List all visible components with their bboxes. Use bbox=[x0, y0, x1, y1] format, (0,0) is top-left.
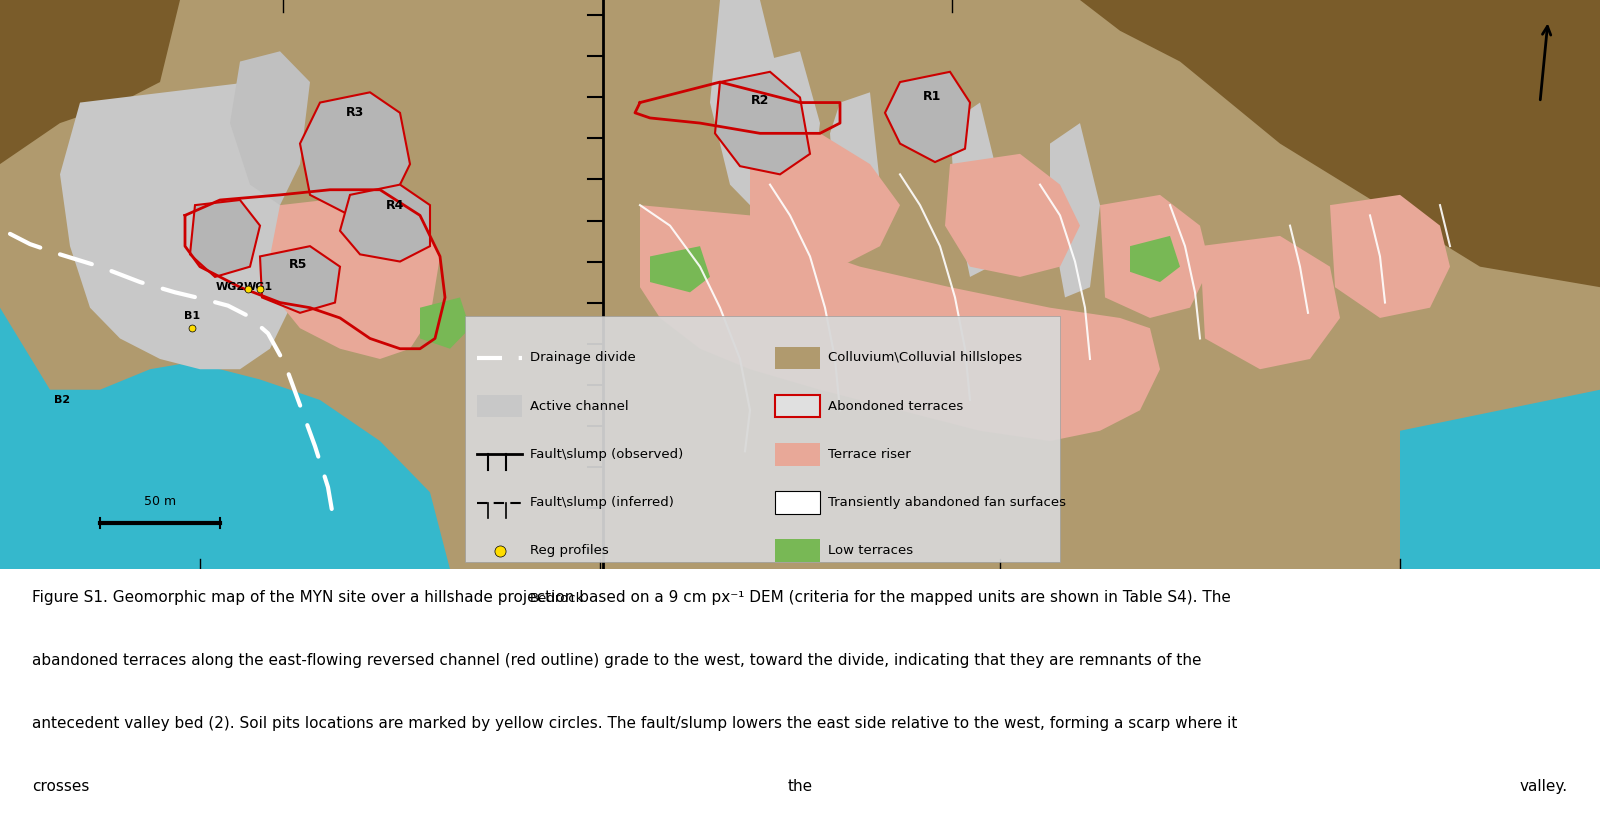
Bar bbox=[774, 443, 819, 465]
Text: Bedrock: Bedrock bbox=[530, 593, 584, 606]
Polygon shape bbox=[259, 246, 339, 312]
Text: abandoned terraces along the east-flowing reversed channel (red outline) grade t: abandoned terraces along the east-flowin… bbox=[32, 653, 1202, 668]
Text: R4: R4 bbox=[386, 199, 405, 212]
Text: Figure S1. Geomorphic map of the MYN site over a hillshade projection based on a: Figure S1. Geomorphic map of the MYN sit… bbox=[32, 590, 1230, 605]
Polygon shape bbox=[715, 71, 810, 175]
Bar bbox=[477, 588, 522, 610]
Text: R3: R3 bbox=[346, 106, 365, 120]
Polygon shape bbox=[1080, 0, 1600, 288]
Text: Terrace riser: Terrace riser bbox=[829, 448, 910, 461]
Polygon shape bbox=[946, 154, 1080, 277]
Polygon shape bbox=[0, 0, 61, 52]
Polygon shape bbox=[190, 200, 259, 277]
Polygon shape bbox=[270, 195, 440, 359]
Polygon shape bbox=[301, 92, 410, 215]
Text: 50 m: 50 m bbox=[144, 494, 176, 508]
Text: R2: R2 bbox=[750, 94, 770, 107]
Polygon shape bbox=[755, 52, 819, 226]
Bar bbox=[466, 316, 1059, 562]
Text: valley.: valley. bbox=[1520, 779, 1568, 794]
Text: B1: B1 bbox=[184, 311, 200, 321]
Text: R5: R5 bbox=[290, 258, 307, 271]
Text: Colluvium\Colluvial hillslopes: Colluvium\Colluvial hillslopes bbox=[829, 352, 1022, 365]
Polygon shape bbox=[1330, 195, 1450, 318]
Text: WG1: WG1 bbox=[243, 283, 272, 293]
Text: antecedent valley bed (2). Soil pits locations are marked by yellow circles. The: antecedent valley bed (2). Soil pits loc… bbox=[32, 715, 1237, 730]
Polygon shape bbox=[1101, 195, 1210, 318]
Bar bbox=[477, 395, 522, 417]
Polygon shape bbox=[885, 71, 970, 162]
Bar bbox=[774, 539, 819, 562]
Polygon shape bbox=[419, 297, 470, 349]
Text: Low terraces: Low terraces bbox=[829, 544, 914, 558]
Polygon shape bbox=[710, 0, 781, 205]
Polygon shape bbox=[650, 246, 710, 293]
Polygon shape bbox=[61, 82, 290, 369]
Text: Transiently abandoned fan surfaces: Transiently abandoned fan surfaces bbox=[829, 496, 1066, 509]
Text: Abondoned terraces: Abondoned terraces bbox=[829, 400, 963, 413]
Text: crosses: crosses bbox=[32, 779, 90, 794]
Polygon shape bbox=[0, 307, 450, 569]
Polygon shape bbox=[830, 92, 880, 257]
Text: Reg profiles: Reg profiles bbox=[530, 544, 608, 558]
Polygon shape bbox=[1200, 236, 1341, 369]
Text: B2: B2 bbox=[54, 395, 70, 405]
Polygon shape bbox=[1400, 390, 1600, 569]
Text: Active channel: Active channel bbox=[530, 400, 629, 413]
Text: Fault\slump (observed): Fault\slump (observed) bbox=[530, 448, 683, 461]
Bar bbox=[774, 491, 819, 514]
Polygon shape bbox=[1130, 236, 1181, 282]
Polygon shape bbox=[339, 184, 430, 262]
Text: R1: R1 bbox=[923, 90, 941, 103]
Polygon shape bbox=[230, 52, 310, 205]
Text: Fault\slump (inferred): Fault\slump (inferred) bbox=[530, 496, 674, 509]
Polygon shape bbox=[1050, 123, 1101, 297]
Polygon shape bbox=[640, 205, 1160, 441]
Bar bbox=[774, 347, 819, 369]
Bar bbox=[774, 395, 819, 417]
Text: WG2: WG2 bbox=[216, 283, 245, 293]
Polygon shape bbox=[950, 102, 1000, 277]
Text: Drainage divide: Drainage divide bbox=[530, 352, 635, 365]
Polygon shape bbox=[750, 133, 899, 267]
Text: the: the bbox=[787, 779, 813, 794]
Polygon shape bbox=[0, 0, 179, 164]
